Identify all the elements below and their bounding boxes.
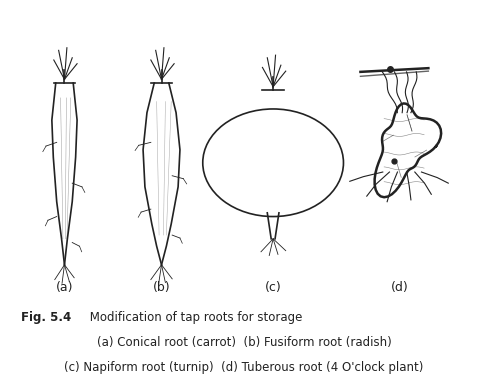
Text: (a) Conical root (carrot)  (b) Fusiform root (radish): (a) Conical root (carrot) (b) Fusiform r… — [97, 336, 391, 349]
Polygon shape — [52, 83, 77, 265]
Polygon shape — [143, 83, 180, 265]
Text: (c) Napiform root (turnip)  (d) Tuberous root (4 O'clock plant): (c) Napiform root (turnip) (d) Tuberous … — [64, 361, 424, 374]
Polygon shape — [375, 104, 441, 197]
Circle shape — [203, 109, 344, 217]
Text: (b): (b) — [153, 280, 170, 294]
Text: (a): (a) — [56, 280, 73, 294]
Text: (d): (d) — [390, 280, 408, 294]
Text: (c): (c) — [264, 280, 282, 294]
Text: Fig. 5.4: Fig. 5.4 — [21, 311, 71, 324]
Text: Modification of tap roots for storage: Modification of tap roots for storage — [86, 311, 303, 324]
